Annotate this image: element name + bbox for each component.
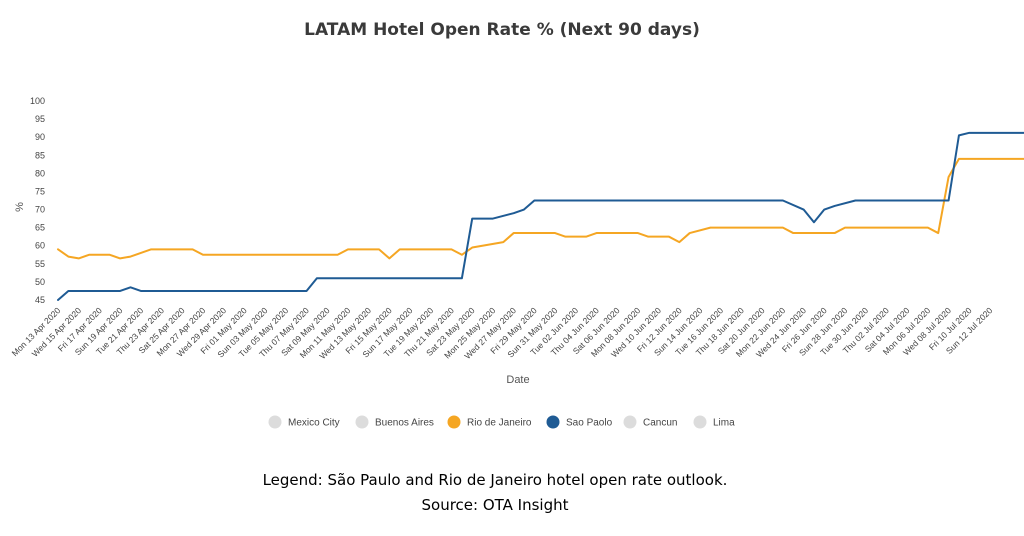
series-layer [57, 131, 1024, 301]
legend-marker [623, 415, 637, 429]
legend-marker [355, 415, 369, 429]
caption-source-text: Source: OTA Insight [421, 496, 569, 514]
chart-title: LATAM Hotel Open Rate % (Next 90 days) [304, 20, 700, 40]
legend-label: Cancun [643, 418, 677, 429]
legend-label: Mexico City [288, 418, 340, 429]
chart-legend: Mexico City Buenos Aires Rio de Janeiro Sao… [268, 415, 736, 429]
legend-item-lima[interactable]: Lima [693, 415, 736, 429]
y-tick-label: 55 [35, 259, 45, 269]
legend-marker [447, 415, 461, 429]
x-axis-label: Date [506, 374, 529, 386]
y-tick-label: 100 [30, 96, 45, 106]
y-tick-label: 45 [35, 295, 45, 305]
y-tick-label: 50 [35, 277, 45, 287]
series-line-sao-paolo [57, 131, 1024, 301]
y-tick-label: 95 [35, 114, 45, 124]
series-line-rio-de-janeiro [57, 157, 1024, 260]
legend-marker [546, 415, 560, 429]
y-tick-label: 85 [35, 150, 45, 160]
y-tick-label: 70 [35, 205, 45, 215]
y-tick-label: 80 [35, 168, 45, 178]
legend-item-sao-paolo[interactable]: Sao Paolo [546, 415, 613, 429]
legend-label: Lima [713, 418, 735, 429]
y-tick-label: 75 [35, 186, 45, 196]
legend-item-buenos-aires[interactable]: Buenos Aires [355, 415, 434, 429]
y-tick-label: 60 [35, 241, 45, 251]
y-tick-label: 90 [35, 132, 45, 142]
legend-label: Buenos Aires [375, 418, 434, 429]
y-tick-label: 65 [35, 223, 45, 233]
legend-marker [268, 415, 282, 429]
legend-label: Rio de Janeiro [467, 418, 532, 429]
y-axis-label: % [14, 202, 26, 212]
legend-item-cancun[interactable]: Cancun [623, 415, 678, 429]
legend-marker [693, 415, 707, 429]
caption-legend-text: Legend: São Paulo and Rio de Janeiro hot… [262, 471, 728, 489]
legend-item-rio-de-janeiro[interactable]: Rio de Janeiro [447, 415, 532, 429]
legend-item-mexico-city[interactable]: Mexico City [268, 415, 340, 429]
y-axis-ticks: 45 50 55 60 65 70 75 80 85 90 95 100 [30, 96, 45, 305]
legend-label: Sao Paolo [566, 418, 613, 429]
